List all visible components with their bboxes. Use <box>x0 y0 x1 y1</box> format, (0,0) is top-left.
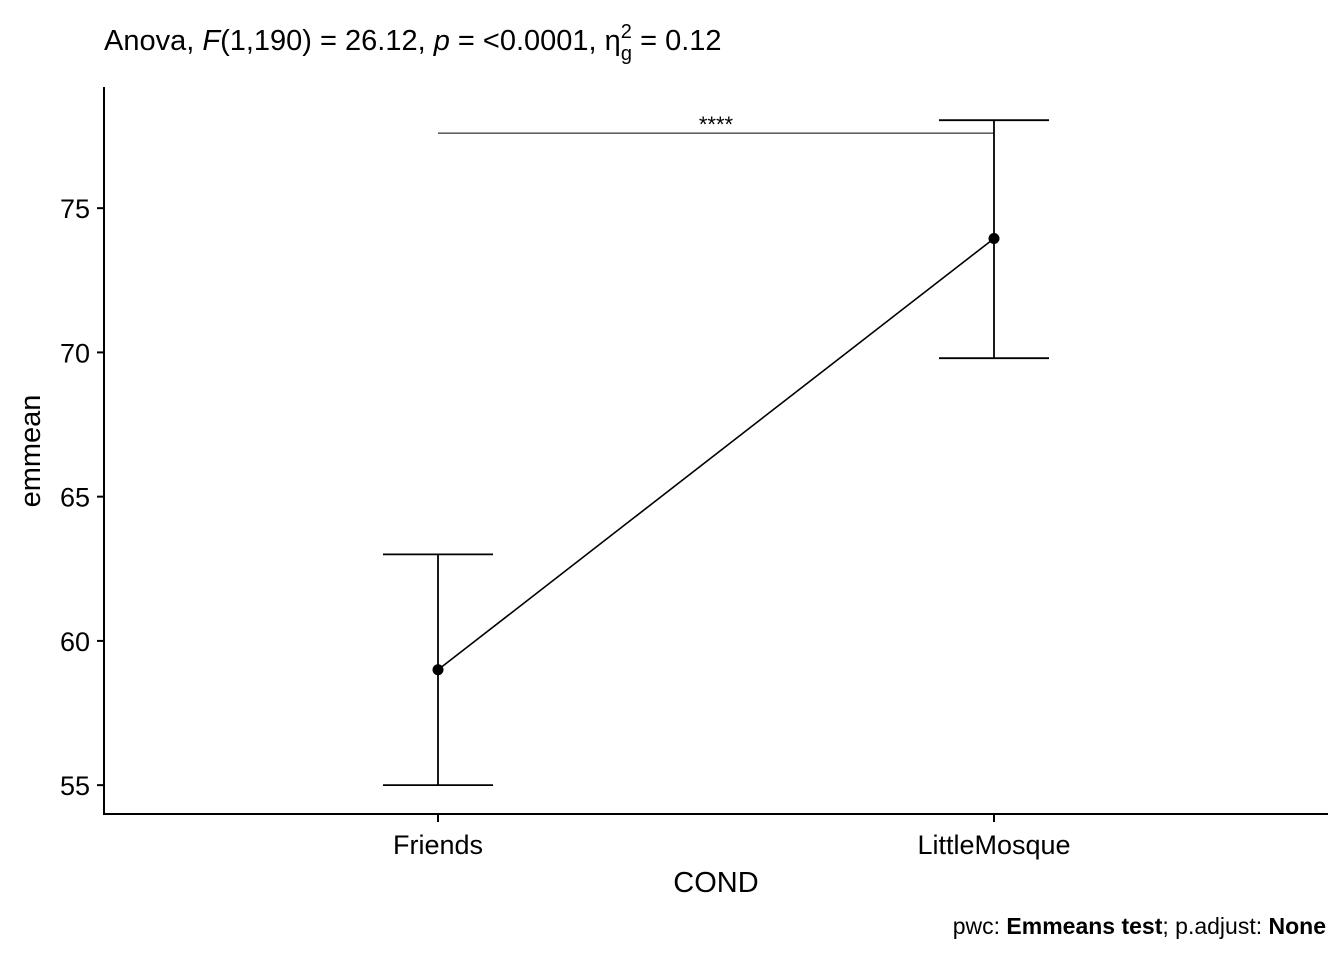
y-tick-label: 60 <box>60 627 90 657</box>
caption: pwc: Emmeans test; p.adjust: None <box>953 913 1326 939</box>
x-axis-ticks: Friends LittleMosque <box>393 814 1071 860</box>
y-axis-title: emmean <box>15 395 47 508</box>
significance-label: **** <box>699 112 734 137</box>
y-tick-label: 55 <box>60 771 90 801</box>
data-point <box>432 664 444 676</box>
data-point <box>988 232 1000 244</box>
x-tick-label: Friends <box>393 830 483 860</box>
chart-title: Anova, F(1,190) = 26.12, p = <0.0001, η2… <box>104 21 722 65</box>
y-axis-ticks: 55 60 65 70 75 <box>60 194 104 801</box>
plot-area: **** <box>383 112 1049 787</box>
y-tick-label: 65 <box>60 483 90 513</box>
x-tick-label: LittleMosque <box>917 830 1070 860</box>
x-axis-title: COND <box>673 867 758 899</box>
y-tick-label: 70 <box>60 338 90 368</box>
series-line <box>437 237 995 671</box>
y-tick-label: 75 <box>60 194 90 224</box>
